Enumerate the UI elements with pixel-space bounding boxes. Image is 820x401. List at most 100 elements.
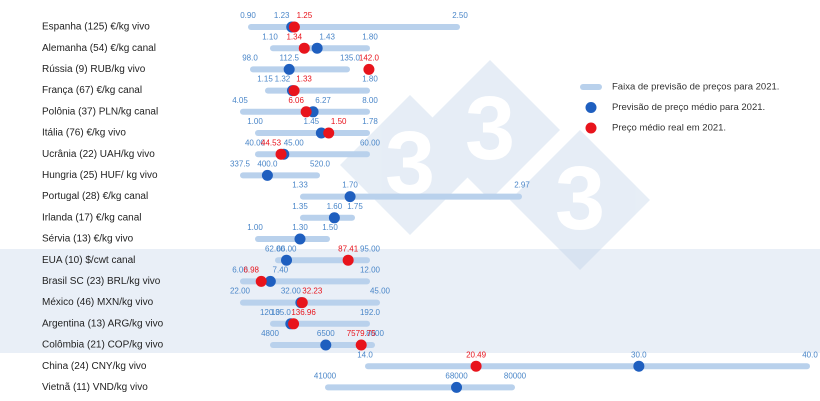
range-bar (270, 320, 370, 327)
row-label: Sérvia (13) €/kg vivo (42, 234, 134, 245)
forecast-dot (633, 360, 645, 372)
value-label: 1.75 (347, 202, 363, 211)
watermark: 3 33 (340, 60, 650, 270)
value-label: 135.0 (271, 308, 292, 317)
value-label: 120.0 (260, 308, 281, 317)
actual-dot (255, 275, 267, 287)
actual-dot (323, 127, 335, 139)
forecast-dot (281, 254, 293, 266)
value-label: 1.50 (331, 117, 347, 126)
value-label: 1.35 (292, 202, 308, 211)
value-label: 0.90 (240, 11, 256, 20)
value-label: 80000 (504, 372, 527, 381)
value-label: 7579.75 (347, 329, 376, 338)
value-label: 6.00 (232, 266, 248, 275)
value-label: 400.0 (257, 160, 278, 169)
legend-label: Preço médio real em 2021. (612, 123, 726, 134)
row-label: França (67) €/kg canal (42, 85, 142, 96)
row-label: Alemanha (54) €/kg canal (42, 43, 156, 54)
value-label: 40.00 (245, 138, 266, 147)
legend-swatch (585, 102, 597, 113)
forecast-dot (344, 191, 356, 203)
value-label: 1.33 (296, 75, 312, 84)
value-label: 1.43 (319, 32, 335, 41)
value-label: 1.80 (362, 75, 378, 84)
value-label: 1.15 (257, 75, 273, 84)
actual-dot (275, 148, 287, 160)
value-label: 1.00 (247, 117, 263, 126)
legend-swatch (580, 84, 602, 90)
value-label: 20.49 (466, 350, 487, 359)
value-label: 1.25 (297, 11, 313, 20)
legend-swatch (585, 122, 597, 134)
forecast-dot (261, 169, 273, 181)
value-label: 6500 (317, 329, 335, 338)
forecast-dot (294, 233, 306, 245)
value-label: 4800 (261, 329, 279, 338)
actual-dot (288, 85, 300, 97)
range-bar (300, 214, 355, 221)
value-label: 60.00 (360, 138, 381, 147)
forecast-dot (328, 212, 340, 224)
value-label: 337.5 (230, 160, 251, 169)
value-label: 1.78 (362, 117, 378, 126)
range-bar (255, 236, 330, 242)
actual-dot (342, 254, 354, 266)
actual-dot (288, 318, 300, 330)
value-label: 45.00 (370, 287, 391, 296)
row-label: Portugal (28) €/kg canal (42, 191, 148, 202)
value-label: 1.50 (322, 223, 338, 232)
row-label: Itália (76) €/kg vivo (42, 128, 126, 139)
forecast-dot (283, 63, 295, 75)
range-bar (240, 172, 320, 179)
value-label: 520.0 (310, 160, 331, 169)
value-label: 1.60 (327, 202, 343, 211)
row-label: EUA (10) $/cwt canal (42, 255, 135, 266)
value-label: 45.00 (284, 138, 305, 147)
row-label: Espanha (125) €/kg vivo (42, 22, 150, 33)
value-label: 98.0 (242, 54, 258, 63)
range-bar (255, 151, 370, 158)
value-label: 44.53 (261, 138, 282, 147)
value-label: 68000 (445, 372, 468, 381)
value-label: 32.00 (281, 287, 302, 296)
range-bar (300, 193, 522, 200)
value-label: 1.30 (292, 223, 308, 232)
range-bar (265, 87, 370, 94)
row-label: México (46) MXN/kg vivo (42, 297, 154, 308)
value-label: 1.70 (342, 181, 358, 190)
value-label: 1.45 (304, 117, 320, 126)
row-label: Irlanda (17) €/kg canal (42, 212, 142, 223)
range-bar (325, 384, 515, 391)
value-label: 8.00 (362, 96, 378, 105)
forecast-dot (264, 275, 276, 287)
value-label: 142.0 (359, 54, 380, 63)
rows: Espanha (125) €/kg vivo 0.90 1.23 2.50 1.25 A… (42, 11, 818, 393)
row-label: China (24) CNY/kg vivo (42, 361, 147, 372)
forecast-dot (320, 339, 332, 351)
actual-dot (470, 360, 482, 372)
actual-dot (296, 297, 308, 309)
row-label: Ucrânia (22) UAH/kg vivo (42, 149, 155, 160)
value-label: 1.00 (247, 223, 263, 232)
value-label: 6.06 (288, 96, 304, 105)
row-label: Polônia (37) PLN/kg canal (42, 106, 158, 117)
legend-label: Faixa de previsão de preços para 2021. (612, 82, 779, 93)
value-label: 95.00 (360, 244, 381, 253)
actual-dot (298, 42, 310, 54)
value-label: 8000 (366, 329, 384, 338)
svg-text:3: 3 (465, 79, 515, 179)
row-label: Rússia (9) RUB/kg vivo (42, 64, 146, 75)
value-label: 4.05 (232, 96, 248, 105)
value-label: 135.0 (340, 54, 361, 63)
row-label: Argentina (13) ARG/kg vivo (42, 318, 164, 329)
range-bar (240, 299, 380, 306)
value-label: 1.23 (274, 11, 290, 20)
actual-dot (288, 21, 300, 33)
value-label: 2.50 (452, 11, 468, 20)
actual-dot (300, 106, 312, 118)
value-label: 40.0 (802, 350, 818, 359)
highlight-band (0, 249, 820, 353)
actual-dot (355, 339, 367, 351)
